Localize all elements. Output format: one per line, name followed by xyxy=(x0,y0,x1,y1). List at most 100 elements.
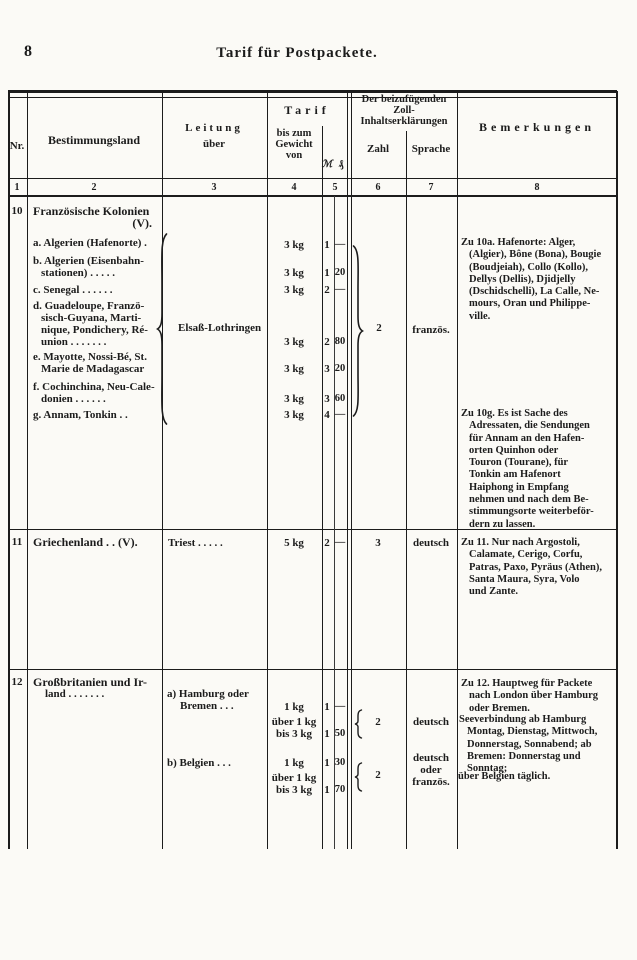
row10-sprache: französ. xyxy=(412,324,450,336)
pfennig-symbol: ₰ xyxy=(338,159,344,170)
col-number-4: 4 xyxy=(291,182,297,193)
row10-item-e: e. Mayotte, Nossi-Bé, St. Marie de Madaga… xyxy=(33,351,147,375)
col-header-destination: Bestimmungsland xyxy=(47,133,141,147)
row12-remark-p2: Seeverbindung ab Hamburg Montag, Dienstag… xyxy=(459,714,598,775)
page-number: 8 xyxy=(24,43,32,60)
row10-pfennig-b: 20 xyxy=(334,267,346,278)
row10-mark-d: 2 xyxy=(324,336,330,348)
row12-remark-p1: Zu 12. Hauptweg für Packete nach London ü… xyxy=(461,678,599,714)
row10-destination-title: Französische Kolonien xyxy=(33,204,150,218)
col5-col6-double-line-a xyxy=(347,91,348,849)
row10-pfennig-g: — xyxy=(334,409,346,420)
row12-pfennig-2: 50 xyxy=(334,728,346,739)
col-number-1: 1 xyxy=(14,182,20,193)
row10-mark-b: 1 xyxy=(324,267,330,279)
row12-zahl-brace-a xyxy=(354,709,363,739)
row12-sprache-b-line1: deutsch xyxy=(412,752,450,764)
row10-pfennig-a: — xyxy=(334,239,346,250)
row11-weight: 5 kg xyxy=(284,537,304,549)
row10-zahl-brace xyxy=(352,245,365,417)
colnumber-bottom-rule xyxy=(8,195,617,197)
col-header-weight-line1: bis zum xyxy=(276,128,312,139)
row11-mark: 2 xyxy=(324,537,330,549)
col-header-customs-line3: Inhaltserklärungen xyxy=(360,116,448,127)
row10-row11-rule xyxy=(8,529,617,530)
row10-route: Elsaß-Lothringen xyxy=(178,322,262,334)
col-number-6: 6 xyxy=(375,182,381,193)
row10-zahl: 2 xyxy=(376,322,382,334)
row12-sprache-b-line2: oder xyxy=(420,764,442,776)
col-header-weight-line2: Gewicht xyxy=(275,139,313,150)
row12-mark-4: 1 xyxy=(324,784,330,796)
row12-route-a-line1: a) Hamburg oder xyxy=(167,688,249,700)
col-header-zahl: Zahl xyxy=(366,143,390,155)
row12-weight-2a: über 1 kg xyxy=(271,716,317,728)
col-header-customs-line2: Zoll- xyxy=(393,105,415,116)
row10-remark-g: Zu 10g. Es ist Sache des Adressaten, die … xyxy=(461,408,594,530)
row12-sprache-b-line3: französ. xyxy=(412,776,450,788)
row12-weight-2b: bis 3 kg xyxy=(275,728,313,740)
row12-zahl-a: 2 xyxy=(375,716,381,728)
row10-item-b: b. Algerien (Eisenbahn-stationen) . . . … xyxy=(33,255,144,279)
col-header-sprache: Sprache xyxy=(411,143,451,155)
col-header-route-line1: Leitung xyxy=(185,122,243,134)
row10-weight-f: 3 kg xyxy=(284,393,304,405)
col-header-remarks: Bemerkungen xyxy=(479,120,595,134)
row10-weight-d: 3 kg xyxy=(284,336,304,348)
row12-weight-4b: bis 3 kg xyxy=(275,784,313,796)
header-separator-rule xyxy=(8,178,617,179)
row12-route-a-line2: Bremen . . . xyxy=(180,700,234,712)
row10-item-f: f. Cochinchina, Neu-Cale-donien . . . . … xyxy=(33,381,155,405)
row12-pfennig-1: — xyxy=(334,701,346,712)
col-header-weight-line3: von xyxy=(285,150,303,161)
row10-item-a: a. Algerien (Hafenorte) . xyxy=(33,237,147,249)
row10-item-g: g. Annam, Tonkin . . xyxy=(33,409,128,421)
col5-col6-double-line-b xyxy=(350,91,352,849)
row10-pfennig-f: 60 xyxy=(334,393,346,404)
row12-nr: 12 xyxy=(11,676,23,688)
row10-weight-c: 3 kg xyxy=(284,284,304,296)
col2-col3-line xyxy=(162,91,163,849)
row10-weight-g: 3 kg xyxy=(284,409,304,421)
row12-pfennig-3: 30 xyxy=(334,757,346,768)
col-number-8: 8 xyxy=(534,182,540,193)
row10-nr: 10 xyxy=(11,205,23,217)
col7-col8-line xyxy=(457,91,458,849)
row12-zahl-b: 2 xyxy=(375,769,381,781)
col6-col7-line xyxy=(406,131,407,849)
col-number-5: 5 xyxy=(332,182,338,193)
row10-destination-note: (V). xyxy=(132,216,152,230)
col1-col2-line xyxy=(27,91,28,849)
page-title: Tarif für Postpackete. xyxy=(216,45,378,61)
col4-col5-line xyxy=(322,126,323,849)
row12-weight-3: 1 kg xyxy=(284,757,304,769)
row11-zahl: 3 xyxy=(375,537,381,549)
row11-sprache: deutsch xyxy=(412,537,450,549)
row10-mark-c: 2 xyxy=(324,284,330,296)
row12-route-b: b) Belgien . . . xyxy=(167,757,231,769)
col-number-7: 7 xyxy=(428,182,434,193)
row12-destination-line2: land . . . . . . . xyxy=(45,688,105,700)
col-number-3: 3 xyxy=(211,182,217,193)
row10-mark-f: 3 xyxy=(324,393,330,405)
row12-sprache-a: deutsch xyxy=(412,716,450,728)
row11-pfennig: — xyxy=(334,537,346,548)
row12-remark-p3: über Belgien täglich. xyxy=(458,771,551,782)
row12-destination-line1: Großbritanien und Ir- xyxy=(33,675,148,689)
row11-remark: Zu 11. Nur nach Argostoli, Calamate, Ceri… xyxy=(461,537,602,598)
col3-col4-line xyxy=(267,91,268,849)
row12-mark-1: 1 xyxy=(324,701,330,713)
table-left-edge xyxy=(8,91,10,849)
row11-destination: Griechenland . . (V). xyxy=(33,535,138,549)
table-top-rule-thin xyxy=(8,97,617,98)
row10-pfennig-e: 20 xyxy=(334,363,346,374)
row10-pfennig-d: 80 xyxy=(334,336,346,347)
col-number-2: 2 xyxy=(91,182,97,193)
col-header-route-line2: über xyxy=(203,138,225,150)
row10-mark-e: 3 xyxy=(324,363,330,375)
row12-mark-3: 1 xyxy=(324,757,330,769)
row10-weight-b: 3 kg xyxy=(284,267,304,279)
row11-row12-rule xyxy=(8,669,617,670)
mark-pfennig-line xyxy=(334,196,335,849)
